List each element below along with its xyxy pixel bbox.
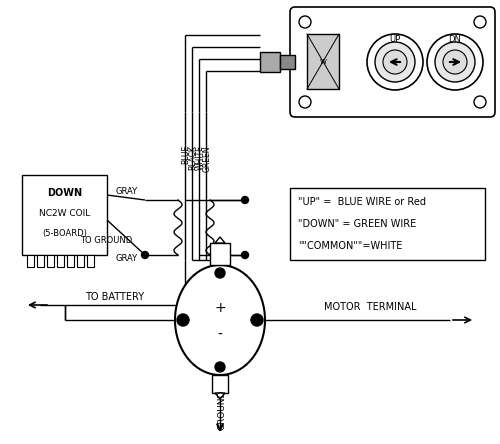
Bar — [260, 52, 280, 72]
Text: "DOWN" = GREEN WIRE: "DOWN" = GREEN WIRE — [298, 219, 416, 229]
Circle shape — [383, 50, 407, 74]
Text: W: W — [320, 59, 326, 65]
Circle shape — [251, 314, 263, 326]
Circle shape — [367, 34, 423, 90]
Ellipse shape — [175, 265, 265, 375]
Text: GRAY: GRAY — [116, 187, 138, 196]
Bar — [37, 255, 44, 267]
Text: WHITE: WHITE — [196, 145, 204, 170]
Circle shape — [215, 362, 225, 372]
Polygon shape — [215, 393, 225, 399]
Text: DOWN: DOWN — [47, 188, 82, 198]
Text: TO BATTERY: TO BATTERY — [86, 292, 144, 302]
Text: NC2W COIL: NC2W COIL — [39, 209, 90, 218]
Bar — [210, 243, 230, 265]
Circle shape — [242, 197, 248, 203]
Bar — [212, 375, 228, 393]
Circle shape — [427, 34, 483, 90]
Bar — [67, 255, 74, 267]
Text: GREEN: GREEN — [202, 145, 211, 171]
Bar — [307, 34, 339, 89]
Circle shape — [299, 16, 311, 28]
Circle shape — [142, 251, 148, 258]
Bar — [77, 255, 84, 267]
Text: "UP" =  BLUE WIRE or Red: "UP" = BLUE WIRE or Red — [298, 197, 426, 207]
Text: MOTOR  TERMINAL: MOTOR TERMINAL — [324, 302, 416, 312]
Text: -: - — [218, 328, 222, 342]
Bar — [290, 188, 485, 260]
Text: DN: DN — [448, 36, 462, 44]
Bar — [47, 255, 54, 267]
Bar — [27, 255, 34, 267]
Circle shape — [443, 50, 467, 74]
Bar — [22, 175, 107, 255]
Bar — [280, 55, 295, 69]
Circle shape — [299, 96, 311, 108]
Text: ""COMMON""=WHITE: ""COMMON""=WHITE — [298, 241, 403, 251]
FancyBboxPatch shape — [290, 7, 495, 117]
Text: BLACK: BLACK — [188, 145, 198, 170]
Text: GRAY: GRAY — [116, 254, 138, 263]
Text: +: + — [214, 301, 226, 315]
Circle shape — [375, 42, 415, 82]
Polygon shape — [215, 237, 225, 243]
Circle shape — [242, 251, 248, 258]
Text: (5-BOARD): (5-BOARD) — [42, 229, 87, 238]
Circle shape — [177, 314, 189, 326]
Bar — [57, 255, 64, 267]
Circle shape — [474, 96, 486, 108]
Circle shape — [474, 16, 486, 28]
Circle shape — [215, 268, 225, 278]
Text: UP: UP — [390, 36, 400, 44]
Bar — [87, 255, 94, 267]
Text: TO GROUND: TO GROUND — [80, 236, 132, 245]
Text: BLUE: BLUE — [182, 145, 190, 164]
Circle shape — [435, 42, 475, 82]
Text: GROUND: GROUND — [218, 390, 226, 430]
